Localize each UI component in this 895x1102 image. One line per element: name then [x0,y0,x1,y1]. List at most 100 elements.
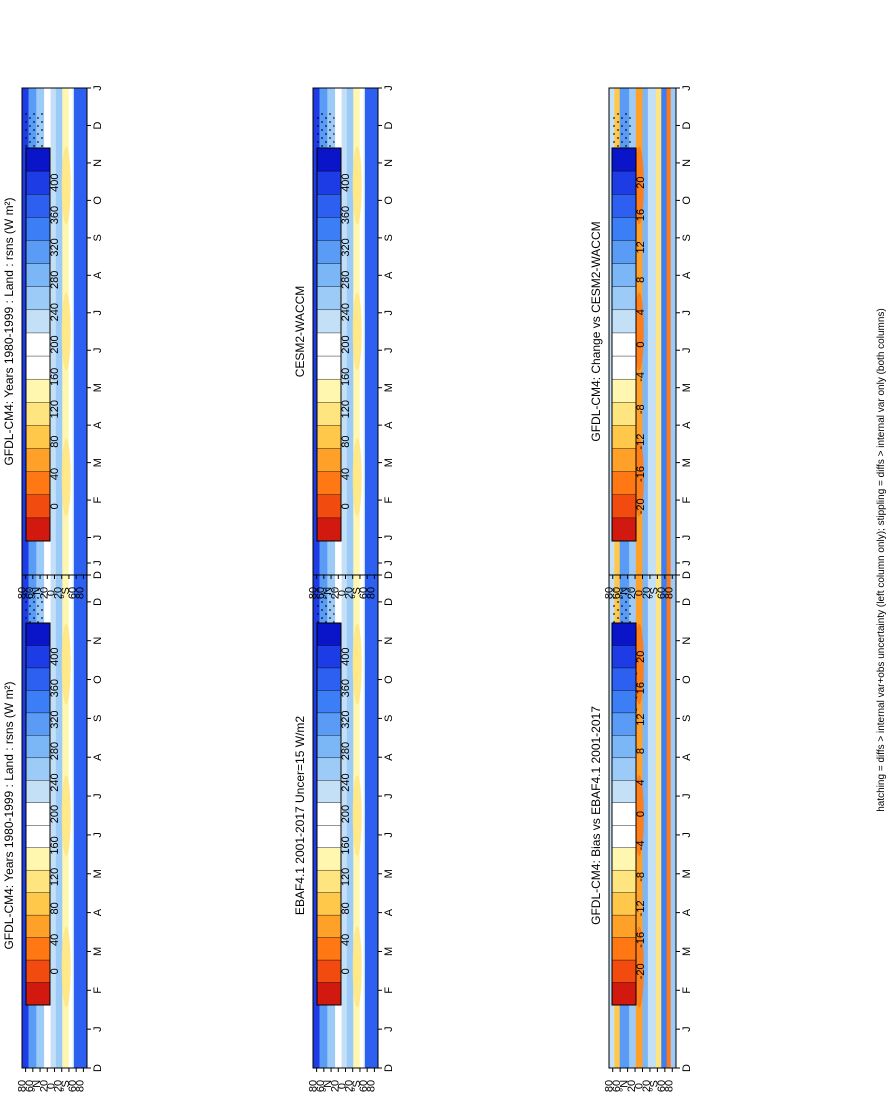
lat-tick-label: 0 [46,1083,58,1089]
colorbar-swatch [25,355,51,380]
field-band [359,563,365,1068]
month-tick-label: M [681,947,693,956]
month-tick-label: N [92,637,104,645]
month-tick-label: M [383,869,395,878]
lat-tick-label: 60 [315,1080,327,1092]
colorbar-swatch [25,690,51,714]
field-blob [634,926,644,1008]
colorbar-swatch [25,645,51,669]
month-tick-label: D [92,1064,104,1072]
colorbar-tick-label: 240 [49,303,61,321]
month-tick-label: D [383,598,395,606]
colorbar-swatch [316,982,342,1006]
colorbar-swatch [25,914,51,939]
field-band [670,563,677,1068]
lat-tick-label: °S [648,587,660,599]
colorbar-swatch [611,735,637,759]
field-blob [634,146,644,225]
month-tick-label: D [681,598,693,606]
field-band [670,88,677,575]
colorbar-swatch [25,825,51,849]
colorbar-swatch [611,622,637,646]
colorbar-tick-label: 280 [49,271,61,289]
lat-tick-label: 20 [641,587,653,599]
colorbar-swatch [25,194,51,218]
month-tick-label: S [383,715,395,722]
field-band [68,88,74,575]
colorbar-frame [316,622,342,1006]
colorbar-swatch [611,494,637,519]
month-tick-label: F [92,987,104,994]
colorbar-swatch [316,471,342,496]
colorbar-swatch [316,448,342,473]
colorbar-swatch [316,959,342,984]
lat-tick-label: 80 [17,1080,29,1092]
colorbar-tick-label: 80 [49,902,61,914]
colorbar-swatch [25,937,51,961]
lat-tick-label: °N [322,1080,334,1092]
field-blob [352,438,362,517]
month-tick-label: A [681,421,693,429]
colorbar-swatch [611,332,637,357]
month-tick-label: D [681,571,693,579]
field-band [72,88,75,575]
month-tick-label: D [383,571,395,579]
colorbar-swatch [611,240,637,265]
field-band [655,88,662,575]
colorbar-tick-label: -12 [635,434,647,450]
colorbar-swatch [611,471,637,496]
lat-tick-label: 20 [329,587,341,599]
colorbar-tick-label: 8 [635,748,647,754]
colorbar-tick-label: -4 [635,841,647,851]
colorbar-swatch [611,517,637,542]
colorbar-swatch [611,286,637,311]
lat-tick-label: 60 [656,587,668,599]
colorbar-frame [25,147,51,542]
colorbar-tick-label: 200 [340,335,352,353]
colorbar-swatch [316,802,342,826]
field-band [655,563,662,1068]
colorbar-tick-label: 120 [340,868,352,886]
month-tick-label: J [681,347,693,353]
colorbar-swatch [611,757,637,781]
month-tick-label: J [681,535,693,541]
colorbar-tick-label: 240 [49,773,61,791]
month-tick-label: M [92,458,104,467]
month-tick-label: F [681,496,693,503]
colorbar-swatch [25,402,51,426]
colorbar-tick-label: 320 [49,710,61,728]
colorbar-swatch [611,425,637,450]
month-tick-label: A [92,421,104,429]
lat-tick-label: 0 [46,590,58,596]
colorbar-tick-label: 0 [635,811,647,817]
lat-tick-label: 20 [53,1080,65,1092]
month-tick-label: J [92,1026,104,1032]
colorbar-swatch [611,217,637,241]
colorbar-swatch [611,825,637,849]
month-tick-label: A [681,908,693,916]
colorbar-swatch [25,982,51,1006]
field-band [341,88,348,575]
lat-tick-label: 80 [604,587,616,599]
colorbar-swatch [316,622,342,646]
colorbar-tick-label: 400 [49,173,61,191]
field-blob [352,623,362,705]
lat-tick-label: °N [31,1080,43,1092]
month-tick-label: A [92,908,104,916]
panel-4: DJFMAMJJASONDJ8060°N20020°S6080CESM2-WAC… [293,85,395,599]
field-band [661,88,668,575]
field-band [642,88,649,575]
panel-title: GFDL-CM4: Bias vs EBAF4.1 2001-2017 [589,706,603,925]
lat-tick-label: 20 [329,1080,341,1092]
colorbar-tick-label: -16 [635,932,647,948]
colorbar-swatch [316,914,342,939]
month-tick-label: A [92,271,104,279]
month-tick-label: M [681,869,693,878]
colorbar-tick-label: 320 [340,710,352,728]
colorbar-swatch [316,332,342,357]
colorbar-swatch [25,332,51,357]
field-blob [352,926,362,1008]
field-band [359,88,365,575]
field-blob [61,623,71,705]
month-tick-label: M [383,458,395,467]
